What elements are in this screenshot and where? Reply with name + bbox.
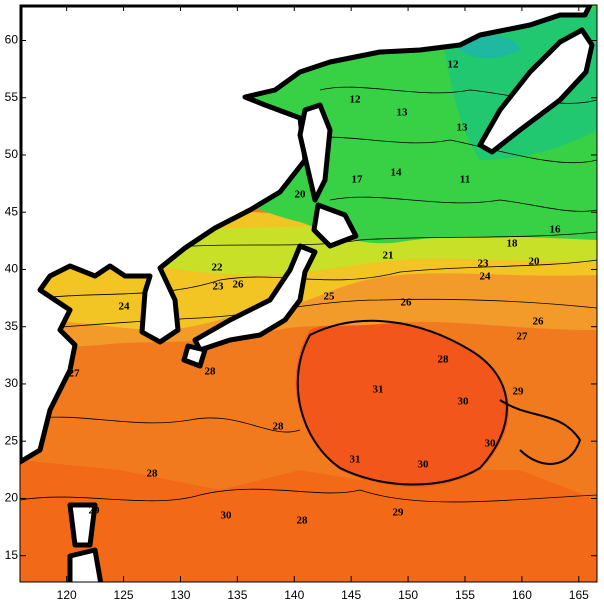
x-tick-label: 160 bbox=[512, 588, 532, 602]
y-tick-label: 55 bbox=[5, 90, 19, 104]
taiwan bbox=[67, 502, 98, 548]
contour-label: 20 bbox=[529, 256, 541, 268]
contour-label: 28 bbox=[147, 468, 159, 480]
contour-label: 12 bbox=[350, 94, 362, 106]
contour-label: 28 bbox=[273, 421, 285, 433]
map-field bbox=[20, 5, 597, 582]
y-tick-label: 60 bbox=[5, 33, 19, 47]
map-frame bbox=[19, 4, 598, 583]
contour-label: 26 bbox=[401, 297, 413, 309]
contour-label: 23 bbox=[478, 258, 490, 270]
contour-label: 17 bbox=[352, 174, 364, 186]
contour-label: 18 bbox=[507, 238, 519, 250]
y-tick-label: 15 bbox=[5, 548, 19, 562]
x-tick-label: 165 bbox=[569, 588, 589, 602]
x-tick-label: 150 bbox=[398, 588, 418, 602]
contour-label: 25 bbox=[324, 291, 336, 303]
x-tick-label: 145 bbox=[341, 588, 361, 602]
contour-label: 28 bbox=[438, 354, 450, 366]
contour-label: 30 bbox=[418, 459, 430, 471]
y-tick-label: 50 bbox=[5, 147, 19, 161]
contour-label: 13 bbox=[457, 122, 469, 134]
contour-label: 16 bbox=[550, 224, 562, 236]
luzon bbox=[67, 547, 104, 582]
y-tick-label: 20 bbox=[5, 491, 19, 505]
contour-label: 20 bbox=[295, 189, 307, 201]
y-tick-label: 45 bbox=[5, 204, 19, 218]
contour-label: 29 bbox=[393, 507, 405, 519]
kyushu bbox=[181, 343, 208, 369]
contour-label: 14 bbox=[391, 167, 403, 179]
contour-label: 24 bbox=[119, 301, 131, 313]
contour-label: 30 bbox=[458, 396, 470, 408]
sakhalin bbox=[297, 102, 333, 203]
kamchatka bbox=[477, 27, 595, 155]
contour-label: 30 bbox=[221, 510, 233, 522]
contour-label: 31 bbox=[350, 454, 361, 466]
x-tick-label: 135 bbox=[227, 588, 247, 602]
contour-label: 30 bbox=[485, 438, 497, 450]
contour-label: 27 bbox=[517, 331, 529, 343]
x-tick-label: 125 bbox=[114, 588, 134, 602]
contour-label: 29 bbox=[513, 386, 525, 398]
contour-label: 26 bbox=[533, 316, 545, 328]
contour-label: 21 bbox=[383, 250, 394, 262]
x-tick-label: 140 bbox=[284, 588, 304, 602]
contour-label: 11 bbox=[460, 174, 470, 186]
mainland bbox=[20, 5, 593, 465]
warm-band bbox=[20, 460, 597, 582]
y-tick-label: 30 bbox=[5, 376, 19, 390]
contour-label: 24 bbox=[480, 271, 492, 283]
y-tick-label: 35 bbox=[5, 319, 19, 333]
contour-label: 13 bbox=[397, 107, 409, 119]
contour-label: 31 bbox=[373, 384, 384, 396]
contour-label: 12 bbox=[448, 59, 460, 71]
contour-label: 28 bbox=[205, 366, 217, 378]
contour-label: 28 bbox=[297, 515, 309, 527]
x-tick-label: 120 bbox=[57, 588, 77, 602]
contour-label: 26 bbox=[233, 279, 245, 291]
contour-label: 27 bbox=[69, 368, 81, 380]
contour-label: 23 bbox=[213, 281, 225, 293]
contour-label: 29 bbox=[89, 505, 101, 517]
hot-core bbox=[295, 319, 509, 487]
hokkaido bbox=[311, 202, 359, 249]
x-tick-label: 155 bbox=[455, 588, 475, 602]
contour-label: 22 bbox=[212, 262, 224, 274]
y-tick-label: 40 bbox=[5, 262, 19, 276]
y-tick-label: 25 bbox=[5, 433, 19, 447]
x-tick-label: 130 bbox=[170, 588, 190, 602]
